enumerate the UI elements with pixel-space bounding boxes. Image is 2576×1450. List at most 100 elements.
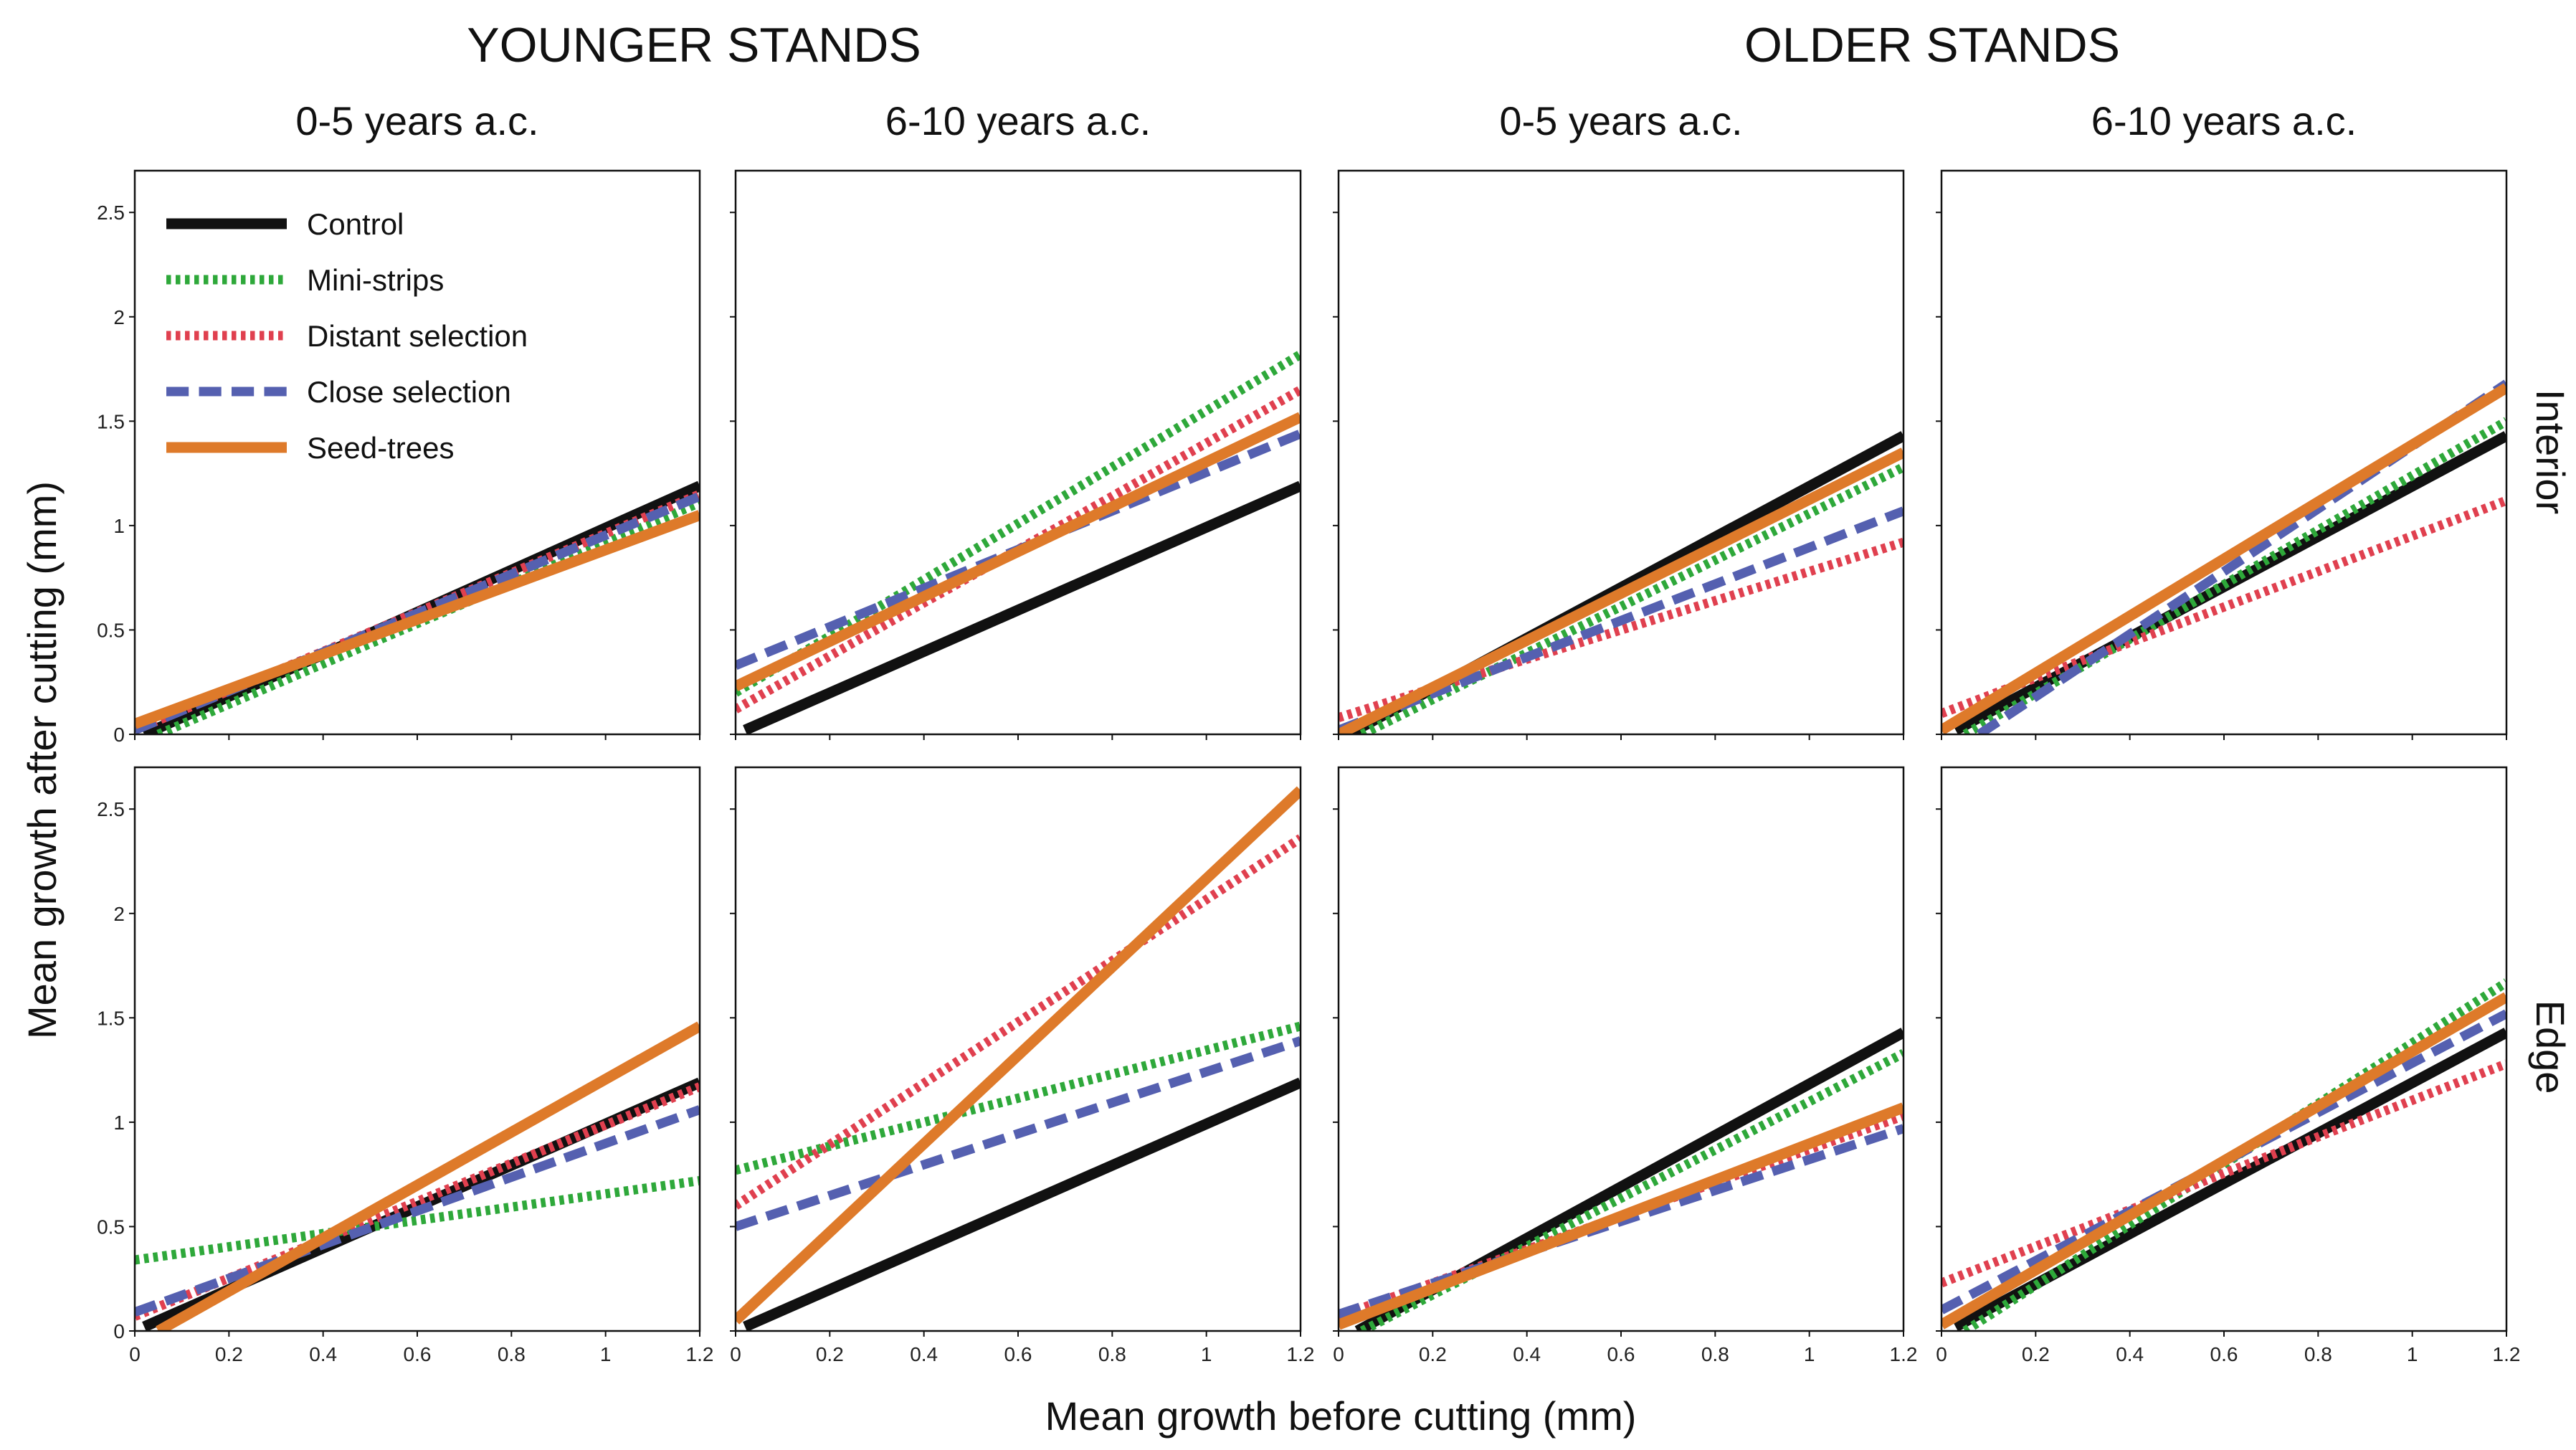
x-tick-label: 0.2 bbox=[1419, 1343, 1447, 1365]
x-tick-label: 1 bbox=[600, 1343, 612, 1365]
x-tick-label: 0 bbox=[1333, 1343, 1344, 1365]
line-mini-strips bbox=[135, 1175, 700, 1265]
y-tick-label: 1 bbox=[113, 515, 125, 537]
legend-label: Control bbox=[307, 207, 404, 241]
line-seed-trees bbox=[736, 786, 1301, 1325]
panel-frame bbox=[1337, 766, 1905, 1332]
x-tick-label: 0.2 bbox=[215, 1343, 243, 1365]
x-tick-label: 0.6 bbox=[2210, 1343, 2238, 1365]
line-distant-selection bbox=[736, 834, 1301, 1210]
x-tick-label: 1 bbox=[1201, 1343, 1212, 1365]
x-tick-label: 0.8 bbox=[1098, 1343, 1126, 1365]
series-lines bbox=[1941, 379, 2506, 734]
series-lines bbox=[1339, 1028, 1904, 1331]
y-tick-label: 1.5 bbox=[97, 1007, 125, 1029]
x-tick-label: 0.2 bbox=[2022, 1343, 2050, 1365]
panel-title: 6-10 years a.c. bbox=[2091, 98, 2357, 143]
x-tick-label: 0 bbox=[129, 1343, 141, 1365]
legend-item-control: Control bbox=[166, 207, 404, 241]
panel-frame bbox=[1940, 169, 2508, 736]
line-close-selection bbox=[736, 1036, 1301, 1231]
panel-title: 6-10 years a.c. bbox=[885, 98, 1151, 143]
series-lines bbox=[135, 1021, 700, 1331]
x-tick-label: 0 bbox=[730, 1343, 741, 1365]
x-tick-label: 0.4 bbox=[309, 1343, 337, 1365]
line-close-selection bbox=[1941, 1009, 2506, 1314]
x-tick-label: 0.2 bbox=[816, 1343, 844, 1365]
y-tick-label: 2.5 bbox=[97, 202, 125, 224]
y-axis-title: Mean growth after cutting (mm) bbox=[19, 481, 65, 1039]
line-control bbox=[1953, 1028, 2506, 1331]
line-seed-trees bbox=[135, 510, 700, 729]
panel-younger-stands-0-5-years-a-c-interior: 0-5 years a.c. 0 0.5 1 1.5 2 2.5 bbox=[97, 98, 701, 746]
panel-older-stands-0-5-years-a-c-edge: 0 0.2 0.4 0.6 0.8 1 1.2 bbox=[1333, 766, 1918, 1365]
series-lines bbox=[736, 350, 1301, 734]
panel-title: 0-5 years a.c. bbox=[295, 98, 538, 143]
line-distant-selection bbox=[736, 386, 1301, 714]
line-mini-strips bbox=[736, 1021, 1301, 1175]
line-distant-selection bbox=[1941, 496, 2506, 718]
series-lines bbox=[1941, 978, 2506, 1331]
line-mini-strips bbox=[1962, 417, 2506, 734]
line-close-selection bbox=[1339, 506, 1904, 734]
line-distant-selection bbox=[1941, 1059, 2506, 1288]
panels: 0-5 years a.c. 0 0.5 1 1.5 2 2.5 6-10 years a.c… bbox=[97, 98, 2520, 1365]
legend-item-seed-trees: Seed-trees bbox=[166, 431, 454, 465]
series-lines bbox=[1339, 431, 1904, 734]
y-tick-label: 0.5 bbox=[97, 1216, 125, 1238]
panel-older-stands-6-10-years-a-c-interior: 6-10 years a.c. bbox=[1936, 98, 2508, 740]
line-seed-trees bbox=[1941, 383, 2506, 734]
legend-label: Mini-strips bbox=[307, 263, 444, 297]
line-seed-trees bbox=[1339, 1102, 1904, 1330]
x-tick-label: 0.8 bbox=[1701, 1343, 1729, 1365]
panel-frame bbox=[1337, 169, 1905, 736]
line-seed-trees bbox=[736, 412, 1301, 691]
x-tick-label: 0.6 bbox=[1004, 1343, 1032, 1365]
panel-older-stands-6-10-years-a-c-edge: 0 0.2 0.4 0.6 0.8 1 1.2 bbox=[1936, 766, 2521, 1365]
y-tick-label: 2.5 bbox=[97, 798, 125, 820]
y-tick-label: 1.5 bbox=[97, 410, 125, 432]
line-seed-trees bbox=[1339, 447, 1904, 734]
x-tick-label: 0.6 bbox=[404, 1343, 432, 1365]
legend-label: Close selection bbox=[307, 375, 511, 409]
line-mini-strips bbox=[1359, 463, 1904, 734]
x-tick-label: 0 bbox=[1936, 1343, 1947, 1365]
group-title-older: OLDER STANDS bbox=[1744, 18, 2120, 72]
x-tick-label: 1.2 bbox=[686, 1343, 714, 1365]
x-axis-title: Mean growth before cutting (mm) bbox=[1045, 1393, 1637, 1439]
line-seed-trees bbox=[1941, 992, 2506, 1330]
panel-title: 0-5 years a.c. bbox=[1499, 98, 1742, 143]
panel-older-stands-0-5-years-a-c-interior: 0-5 years a.c. bbox=[1333, 98, 1905, 740]
x-tick-label: 1 bbox=[1804, 1343, 1815, 1365]
x-tick-label: 1.2 bbox=[1890, 1343, 1918, 1365]
y-tick-label: 0 bbox=[113, 1320, 125, 1342]
line-close-selection bbox=[135, 1105, 700, 1317]
line-control bbox=[743, 480, 1301, 734]
legend-item-close-selection: Close selection bbox=[166, 375, 511, 409]
y-tick-label: 2 bbox=[113, 306, 125, 328]
series-lines bbox=[736, 786, 1301, 1331]
group-title-younger: YOUNGER STANDS bbox=[467, 18, 921, 72]
legend-label: Distant selection bbox=[307, 319, 528, 353]
x-tick-label: 0.8 bbox=[498, 1343, 526, 1365]
y-tick-label: 0.5 bbox=[97, 619, 125, 641]
x-tick-label: 1.2 bbox=[2493, 1343, 2521, 1365]
panel-younger-stands-6-10-years-a-c-edge: 0 0.2 0.4 0.6 0.8 1 1.2 bbox=[730, 766, 1315, 1365]
panel-younger-stands-6-10-years-a-c-interior: 6-10 years a.c. bbox=[730, 98, 1302, 740]
legend: Control Mini-strips Distant selection Close… bbox=[166, 207, 528, 465]
line-seed-trees bbox=[156, 1021, 700, 1331]
row-label-interior: Interior bbox=[2528, 389, 2573, 514]
legend-item-distant-selection: Distant selection bbox=[166, 319, 528, 353]
x-tick-label: 1 bbox=[2407, 1343, 2418, 1365]
line-mini-strips bbox=[1359, 1049, 1904, 1331]
x-tick-label: 0.6 bbox=[1607, 1343, 1635, 1365]
x-tick-label: 1.2 bbox=[1287, 1343, 1315, 1365]
panel-younger-stands-0-5-years-a-c-edge: 0 0.5 1 1.5 2 2.5 0 0.2 0.4 0.6 0.8 1 1.2 bbox=[97, 766, 714, 1365]
legend-item-mini-strips: Mini-strips bbox=[166, 263, 444, 297]
line-mini-strips bbox=[736, 350, 1301, 697]
legend-label: Seed-trees bbox=[307, 431, 454, 465]
x-tick-label: 0.8 bbox=[2304, 1343, 2332, 1365]
row-label-edge: Edge bbox=[2528, 1000, 2573, 1094]
x-tick-label: 0.4 bbox=[1513, 1343, 1541, 1365]
